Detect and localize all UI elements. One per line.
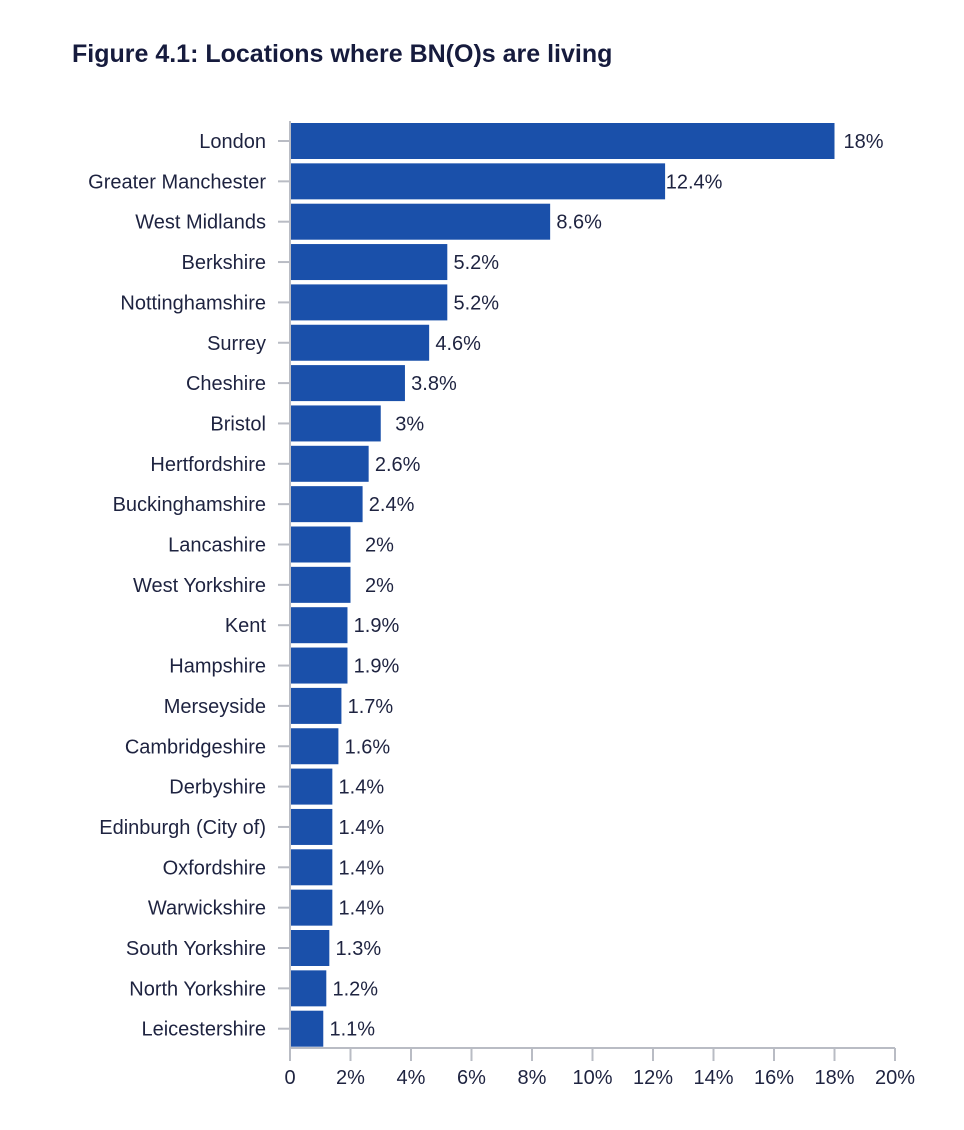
- value-label-warwickshire: 1.4%: [339, 898, 385, 920]
- bar-bristol: [291, 405, 381, 442]
- category-label-bristol: Bristol: [210, 413, 266, 435]
- category-label-surrey: Surrey: [207, 333, 266, 355]
- bar-surrey: [291, 324, 430, 361]
- value-label-london: 18%: [843, 131, 883, 153]
- value-label-south-yorkshire: 1.3%: [336, 938, 382, 960]
- value-label-oxfordshire: 1.4%: [339, 857, 385, 879]
- category-label-north-yorkshire: North Yorkshire: [129, 978, 266, 1000]
- category-label-nottinghamshire: Nottinghamshire: [120, 292, 266, 314]
- x-tick-label: 0: [284, 1067, 295, 1089]
- x-tick-label: 10%: [572, 1067, 612, 1089]
- category-label-merseyside: Merseyside: [164, 696, 266, 718]
- x-tick-label: 4%: [397, 1067, 426, 1089]
- x-tick-label: 8%: [518, 1067, 547, 1089]
- bar-greater-manchester: [291, 163, 666, 200]
- bar-hertfordshire: [291, 445, 369, 482]
- axes: 0 2% 4% 6% 8% 10% 12% 14% 16% 18% 20%: [278, 121, 915, 1089]
- value-label-lancashire: 2%: [365, 535, 394, 557]
- bar-leicestershire: [291, 1010, 324, 1047]
- value-label-leicestershire: 1.1%: [329, 1019, 375, 1041]
- category-label-derbyshire: Derbyshire: [169, 777, 266, 799]
- bar-south-yorkshire: [291, 930, 330, 966]
- bar-oxfordshire: [291, 849, 333, 886]
- bars-layer: [291, 123, 835, 1047]
- x-tick-label: 2%: [336, 1067, 365, 1089]
- bar-nottinghamshire: [291, 284, 448, 321]
- value-label-north-yorkshire: 1.2%: [333, 978, 379, 1000]
- x-tick-label: 6%: [457, 1067, 486, 1089]
- bar-merseyside: [291, 687, 342, 724]
- value-label-greater-manchester: 12.4%: [666, 171, 723, 193]
- bar-derbyshire: [291, 768, 333, 805]
- category-label-leicestershire: Leicestershire: [141, 1019, 266, 1041]
- value-label-derbyshire: 1.4%: [339, 777, 385, 799]
- x-tick-label: 20%: [875, 1067, 915, 1089]
- category-label-cheshire: Cheshire: [186, 373, 266, 395]
- bar-warwickshire: [291, 889, 333, 926]
- value-label-bristol: 3%: [395, 413, 424, 435]
- x-tick-label: 12%: [633, 1067, 673, 1089]
- category-label-kent: Kent: [225, 615, 267, 637]
- value-label-cheshire: 3.8%: [411, 373, 457, 395]
- category-label-oxfordshire: Oxfordshire: [163, 857, 266, 879]
- value-label-west-yorkshire: 2%: [365, 575, 394, 597]
- bar-lancashire: [291, 526, 351, 563]
- bar-west-midlands: [291, 203, 551, 240]
- x-tick-label: 18%: [814, 1067, 854, 1089]
- bar-berkshire: [291, 244, 448, 281]
- value-label-surrey: 4.6%: [435, 333, 481, 355]
- bar-hampshire: [291, 647, 348, 684]
- value-label-hertfordshire: 2.6%: [375, 454, 421, 476]
- bar-north-yorkshire: [291, 970, 327, 1007]
- x-tick-label: 16%: [754, 1067, 794, 1089]
- category-label-edinburgh-city-of: Edinburgh (City of): [99, 817, 266, 839]
- value-label-nottinghamshire: 5.2%: [454, 292, 500, 314]
- category-label-buckinghamshire: Buckinghamshire: [113, 494, 266, 516]
- category-label-greater-manchester: Greater Manchester: [88, 171, 266, 193]
- category-label-cambridgeshire: Cambridgeshire: [125, 736, 266, 758]
- category-label-hampshire: Hampshire: [169, 656, 266, 678]
- value-label-cambridgeshire: 1.6%: [345, 736, 391, 758]
- value-label-merseyside: 1.7%: [348, 696, 394, 718]
- value-label-hampshire: 1.9%: [354, 656, 400, 678]
- category-label-west-midlands: West Midlands: [135, 212, 266, 234]
- category-label-warwickshire: Warwickshire: [148, 898, 266, 920]
- bar-cheshire: [291, 365, 405, 402]
- bar-kent: [291, 607, 348, 644]
- bar-buckinghamshire: [291, 486, 363, 523]
- x-tick-label: 14%: [693, 1067, 733, 1089]
- value-label-buckinghamshire: 2.4%: [369, 494, 415, 516]
- category-label-west-yorkshire: West Yorkshire: [133, 575, 266, 597]
- category-label-south-yorkshire: South Yorkshire: [126, 938, 266, 960]
- category-label-london: London: [199, 131, 266, 153]
- bar-edinburgh-city-of: [291, 808, 333, 845]
- chart-title: Figure 4.1: Locations where BN(O)s are l…: [72, 40, 613, 68]
- value-label-berkshire: 5.2%: [454, 252, 500, 274]
- bar-london: [291, 123, 835, 159]
- value-labels: 18% 12.4% 8.6% 5.2% 5.2% 4.6% 3.8% 3% 2.6% 2.4% 2%…: [329, 131, 883, 1041]
- bar-west-yorkshire: [291, 566, 351, 603]
- value-label-kent: 1.9%: [354, 615, 400, 637]
- bar-cambridgeshire: [291, 728, 339, 765]
- value-label-west-midlands: 8.6%: [556, 212, 602, 234]
- category-label-lancashire: Lancashire: [168, 535, 266, 557]
- category-label-hertfordshire: Hertfordshire: [150, 454, 266, 476]
- category-labels: London Greater Manchester West Midlands Ber…: [88, 131, 266, 1041]
- category-label-berkshire: Berkshire: [182, 252, 266, 274]
- value-label-edinburgh-city-of: 1.4%: [339, 817, 385, 839]
